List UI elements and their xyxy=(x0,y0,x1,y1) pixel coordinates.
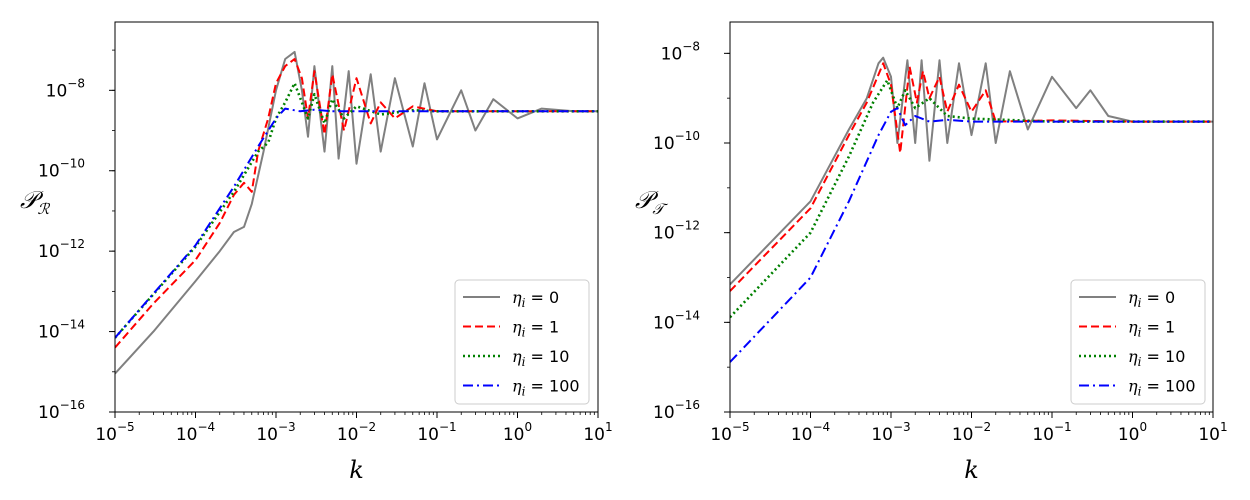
y-axis-label: 𝒫𝒯 xyxy=(635,186,668,218)
legend-label-3: ηi = 100 xyxy=(1128,377,1196,399)
legend: ηi = 0 ηi = 1 ηi = 10 ηi = 100 xyxy=(454,279,590,405)
legend-label-1: ηi = 1 xyxy=(512,318,559,340)
y-tick-label: 10−8 xyxy=(661,39,700,64)
x-tick-label: 10−2 xyxy=(952,420,991,445)
right-chart-panel: 10−5 10−4 10−3 10−2 10−1 100 101 10−16 10−14 10−1… xyxy=(635,21,1228,484)
x-tick-label: 100 xyxy=(1118,420,1147,445)
y-tick-label: 10−16 xyxy=(653,398,700,423)
x-tick-label: 10−1 xyxy=(1032,420,1071,445)
x-tick-label: 10−3 xyxy=(256,420,295,445)
y-tick-label: 10−14 xyxy=(38,318,85,343)
y-tick-label: 10−14 xyxy=(653,308,700,333)
legend-box xyxy=(1070,279,1206,405)
y-tick-label: 10−16 xyxy=(38,398,85,423)
series-line-1 xyxy=(730,62,1213,292)
series-line-3 xyxy=(115,107,598,339)
legend-label-3: ηi = 100 xyxy=(512,377,580,399)
y-tick-label: 10−8 xyxy=(46,76,85,101)
series-group xyxy=(115,50,598,375)
x-tick-label: 10−1 xyxy=(417,420,456,445)
y-axis-label: 𝒫ℛ xyxy=(20,186,50,218)
legend-label-2: ηi = 10 xyxy=(512,347,569,369)
x-tick-label: 10−5 xyxy=(710,420,749,445)
x-tick-label: 10−3 xyxy=(871,420,910,445)
x-tick-label: 101 xyxy=(1198,420,1227,445)
y-tick-label: 10−12 xyxy=(38,237,85,262)
legend-label-2: ηi = 10 xyxy=(1128,347,1185,369)
series-line-0 xyxy=(115,50,598,375)
legend-box xyxy=(454,279,590,405)
x-axis-label: k xyxy=(349,456,364,484)
legend-label-0: ηi = 0 xyxy=(1128,288,1175,310)
legend-label-0: ηi = 0 xyxy=(512,288,559,310)
x-tick-label: 10−4 xyxy=(791,420,830,445)
legend-label-1: ηi = 1 xyxy=(1128,318,1175,340)
series-line-3 xyxy=(730,107,1213,363)
series-group xyxy=(730,56,1213,363)
series-line-0 xyxy=(730,56,1213,286)
legend: ηi = 0 ηi = 1 ηi = 10 ηi = 100 xyxy=(1070,279,1206,405)
x-tick-label: 101 xyxy=(583,420,612,445)
y-tick-label: 10−10 xyxy=(38,157,85,182)
series-line-1 xyxy=(115,58,598,349)
x-axis-label: k xyxy=(964,456,979,484)
x-tick-label: 10−5 xyxy=(95,420,134,445)
x-tick-label: 10−2 xyxy=(337,420,376,445)
left-chart-panel: 10−5 10−4 10−3 10−2 10−1 100 101 10−16 10−14 10−1… xyxy=(20,21,613,484)
y-tick-label: 10−12 xyxy=(653,219,700,244)
x-tick-label: 10−4 xyxy=(176,420,215,445)
y-tick-label: 10−10 xyxy=(653,129,700,154)
x-tick-label: 100 xyxy=(503,420,532,445)
